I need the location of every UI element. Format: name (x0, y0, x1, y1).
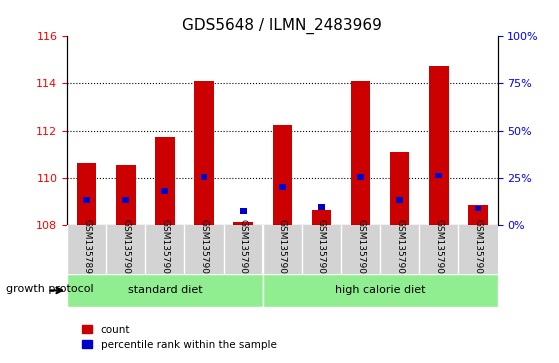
Bar (475, 205, 481, 212)
Legend: count, percentile rank within the sample: count, percentile rank within the sample (78, 321, 281, 354)
Text: GSM1357908: GSM1357908 (434, 219, 443, 280)
Bar (351, 81, 370, 225)
Text: GSM1357904: GSM1357904 (278, 219, 287, 280)
Text: GSM1357907: GSM1357907 (395, 219, 404, 280)
Bar (234, 221, 253, 225)
Text: GSM1357905: GSM1357905 (317, 219, 326, 280)
Bar (273, 125, 292, 225)
Text: GSM1357899: GSM1357899 (82, 219, 91, 280)
Bar (312, 210, 331, 225)
FancyBboxPatch shape (263, 274, 498, 307)
Bar (396, 197, 403, 203)
Bar (357, 174, 364, 180)
Text: high calorie diet: high calorie diet (335, 285, 425, 295)
Bar (162, 188, 168, 194)
Bar (122, 197, 129, 203)
Bar (201, 174, 207, 180)
Bar (83, 197, 90, 203)
Text: GSM1357902: GSM1357902 (200, 219, 209, 280)
Title: GDS5648 / ILMN_2483969: GDS5648 / ILMN_2483969 (182, 17, 382, 33)
Text: standard diet: standard diet (127, 285, 202, 295)
Bar (435, 172, 442, 179)
Bar (195, 81, 214, 225)
Bar (116, 165, 136, 225)
Text: growth protocol: growth protocol (6, 284, 93, 294)
Bar (318, 204, 325, 210)
Bar (429, 66, 449, 225)
Text: GSM1357901: GSM1357901 (160, 219, 169, 280)
Text: GSM1357903: GSM1357903 (239, 219, 248, 280)
Bar (155, 136, 174, 225)
Bar (468, 205, 487, 225)
Text: GSM1357906: GSM1357906 (356, 219, 365, 280)
Text: GSM1357900: GSM1357900 (121, 219, 130, 280)
Text: GSM1357909: GSM1357909 (473, 219, 482, 280)
Bar (390, 152, 409, 225)
FancyBboxPatch shape (67, 274, 263, 307)
Bar (279, 184, 286, 190)
Bar (77, 163, 96, 225)
Bar (240, 208, 247, 214)
